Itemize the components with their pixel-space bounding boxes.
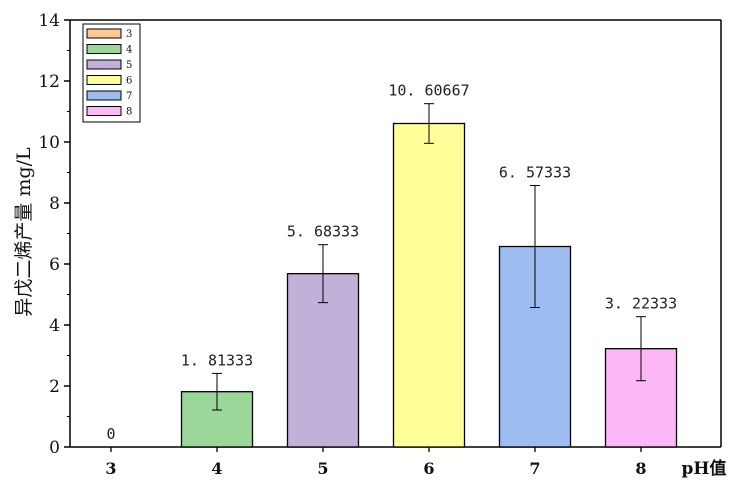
legend-swatch <box>86 28 122 39</box>
legend-swatch <box>86 90 122 101</box>
legend-label: 4 <box>126 45 132 56</box>
legend-swatch <box>86 106 122 116</box>
y-tick-label: 6 <box>49 255 60 275</box>
y-tick-label: 2 <box>49 377 60 397</box>
data-label: 5. 68333 <box>287 223 359 241</box>
y-tick-label: 14 <box>38 11 60 31</box>
x-tick-label: 3 <box>105 459 116 478</box>
y-tick-label: 12 <box>38 72 60 92</box>
y-tick-label: 0 <box>49 438 60 458</box>
x-tick-label: 8 <box>635 459 646 478</box>
legend-box <box>82 23 141 123</box>
axes: 0 2 4 6 8 10 12 14 3 4 5 6 7 8 <box>38 11 722 478</box>
data-label: 10. 60667 <box>388 82 469 100</box>
x-tick-label: 5 <box>317 459 328 478</box>
legend: 3 4 5 6 7 8 <box>82 23 141 123</box>
legend-label: 5 <box>126 60 132 71</box>
bars <box>180 122 678 448</box>
y-tick-label: 4 <box>49 316 60 336</box>
legend-label: 6 <box>126 76 132 87</box>
error-bars <box>212 103 646 411</box>
y-tick-label: 8 <box>49 194 60 214</box>
legend-swatch <box>86 59 122 70</box>
legend-label: 8 <box>126 107 132 118</box>
x-tick-label: 7 <box>529 459 540 478</box>
legend-swatch <box>86 44 122 54</box>
x-tick-label: 4 <box>211 459 222 478</box>
legend-label: 7 <box>126 91 132 102</box>
x-axis-label: pH值 <box>682 458 727 479</box>
y-tick-label: 10 <box>38 133 60 153</box>
y-axis-label: 异戊二烯产量 mg/L <box>13 147 35 317</box>
legend-swatch <box>86 75 122 85</box>
bar <box>392 122 466 448</box>
data-label: 1. 81333 <box>181 351 253 369</box>
legend-label: 3 <box>126 29 132 40</box>
data-label: 0 <box>106 425 115 443</box>
x-tick-label: 6 <box>423 459 434 478</box>
data-labels: 0 1. 81333 5. 68333 10. 60667 6. 57333 3. 223… <box>106 82 677 443</box>
data-label: 6. 57333 <box>499 164 571 182</box>
data-label: 3. 22333 <box>605 295 677 313</box>
